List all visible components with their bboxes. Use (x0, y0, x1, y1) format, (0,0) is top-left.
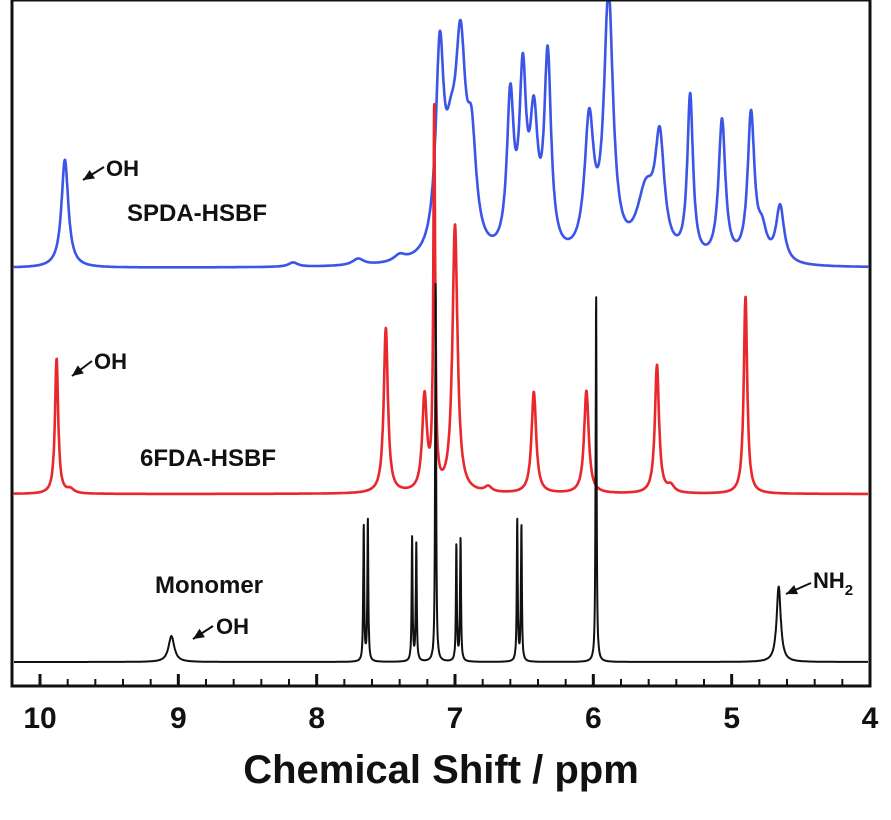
series-label-6fda-hsbf: 6FDA-HSBF (140, 445, 276, 472)
tick-layer: 10 9 8 7 6 5 4 (23, 674, 879, 735)
x-tick-label: 5 (723, 702, 740, 735)
x-tick-label: 7 (447, 702, 464, 735)
annotation-label: NH2 (813, 568, 853, 599)
x-tick-label: 6 (585, 702, 602, 735)
peak-annotation: OH (71, 349, 127, 377)
series-line-monomer (13, 283, 869, 663)
x-tick-label: 4 (862, 702, 879, 735)
series-label-monomer: Monomer (155, 572, 263, 599)
peak-annotation: OH (192, 614, 249, 640)
series-layer (12, 0, 870, 663)
arrowhead-icon (83, 170, 95, 180)
annotation-layer: OH OH OH NH2 (71, 156, 853, 640)
plot-frame (10, 0, 872, 688)
x-tick-label: 9 (170, 702, 187, 735)
series-label-layer: SPDA-HSBF 6FDA-HSBF Monomer (127, 200, 276, 599)
peak-annotation: OH (82, 156, 139, 181)
peak-annotation: NH2 (785, 568, 853, 599)
x-axis-title: Chemical Shift / ppm (243, 748, 639, 792)
x-tick-label: 10 (23, 702, 56, 735)
annotation-label: OH (216, 614, 249, 639)
arrowhead-icon (193, 628, 205, 639)
annotation-label: OH (94, 349, 127, 374)
annotation-label: OH (106, 156, 139, 181)
series-label-spda-hsbf: SPDA-HSBF (127, 200, 267, 227)
arrowhead-icon (72, 365, 84, 376)
x-tick-label: 8 (308, 702, 325, 735)
series-line-spda-hsbf (12, 0, 870, 269)
annotation-subscript: 2 (845, 582, 853, 599)
series-line-6fda-hsbf (12, 102, 870, 496)
arrowhead-icon (786, 585, 799, 595)
